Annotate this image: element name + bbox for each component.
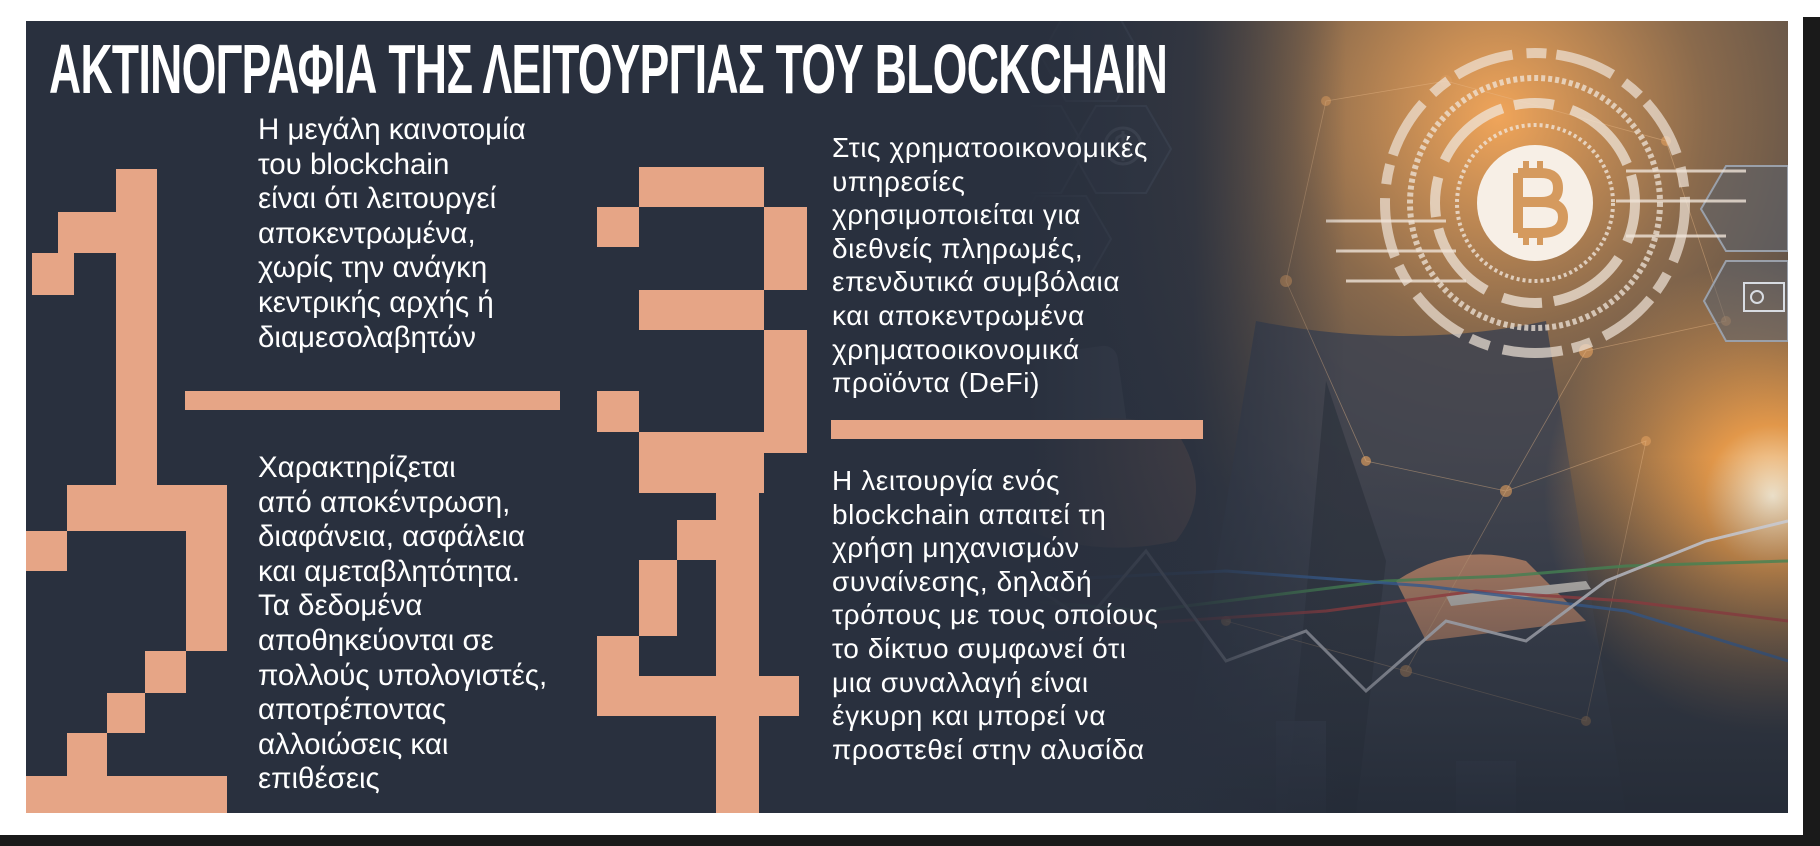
text-line: χρήση μηχανισμών — [832, 532, 1080, 564]
text-line: αποτρέποντας — [258, 693, 447, 727]
digit-1 — [32, 169, 157, 485]
text-line: προστεθεί στην αλυσίδα — [832, 733, 1145, 765]
text-line: Χαρακτηρίζεται — [258, 451, 456, 484]
point-4-text: Η λειτουργία ενός blockchain απαιτεί τη … — [832, 464, 1159, 766]
digit-3 — [597, 167, 807, 493]
text-line: διαμεσολαβητών — [258, 320, 476, 354]
text-line: επιθέσεις — [258, 762, 380, 796]
text-line: υπηρεσίες — [832, 165, 966, 197]
infographic-panel: ΑΚΤΙΝΟΓΡΑΦΙΑ ΤΗΣ ΛΕΙΤΟΥΡΓΙΑΣ ΤΟΥ BLOCKCH… — [26, 21, 1788, 813]
point-3-text: Στις χρηματοοικονομικές υπηρεσίες χρησιμ… — [832, 131, 1148, 400]
text-line: και αμεταβλητότητα. — [258, 554, 520, 588]
pixel-digits — [26, 167, 807, 813]
point-2-text: Χαρακτηρίζεται από αποκέντρωση, διαφάνει… — [258, 451, 547, 797]
text-line: και αποκεντρωμένα — [832, 299, 1085, 331]
text-line: συναίνεσης, δηλαδή — [832, 565, 1093, 597]
text-line: τρόπους με τους οποίους — [832, 599, 1159, 631]
text-line: επενδυτικά συμβόλαια — [832, 266, 1121, 298]
photo-illustration — [1026, 21, 1788, 813]
text-line: Η μεγάλη καινοτομία — [258, 113, 526, 146]
digit-2 — [26, 485, 227, 813]
point-1-text: Η μεγάλη καινοτομία του blockchain είναι… — [258, 113, 526, 355]
text-line: Στις χρηματοοικονομικές — [832, 132, 1149, 163]
divider-bar-2 — [831, 420, 1203, 439]
digit-4 — [597, 453, 799, 813]
text-line: μια συναλλαγή είναι — [832, 666, 1089, 698]
text-line: έγκυρη και μπορεί να — [832, 700, 1107, 732]
text-line: προϊόντα (DeFi) — [832, 367, 1041, 399]
text-line: πολλούς υπολογιστές, — [258, 658, 548, 692]
text-line: αποθηκεύονται σε — [258, 623, 494, 657]
text-line: Τα δεδομένα — [258, 589, 423, 623]
text-line: χρησιμοποιείται για — [832, 199, 1082, 231]
text-line: χρηματοοικονομικά — [832, 333, 1080, 365]
page-title: ΑΚΤΙΝΟΓΡΑΦΙΑ ΤΗΣ ΛΕΙΤΟΥΡΓΙΑΣ ΤΟΥ BLOCKCH… — [49, 30, 1168, 108]
text-line: το δίκτυο συμφωνεί ότι — [832, 632, 1127, 664]
page-frame-right — [1803, 17, 1820, 846]
text-line: διεθνείς πληρωμές, — [832, 232, 1084, 264]
text-line: είναι ότι λειτουργεί — [258, 182, 497, 216]
text-line: χωρίς την ανάγκη — [258, 251, 488, 285]
divider-bar-1 — [185, 391, 560, 410]
text-line: αλλοιώσεις και — [258, 727, 449, 761]
text-line: κεντρικής αρχής ή — [258, 285, 494, 319]
text-line: blockchain απαιτεί τη — [832, 498, 1107, 530]
blockchain-photo — [1026, 21, 1788, 813]
text-line: του blockchain — [258, 147, 450, 181]
text-line: από αποκέντρωση, — [258, 485, 511, 519]
text-line: Η λειτουργία ενός — [832, 465, 1061, 496]
text-line: αποκεντρωμένα, — [258, 216, 476, 250]
page-frame-bottom — [0, 835, 1820, 846]
text-line: διαφάνεια, ασφάλεια — [258, 520, 526, 554]
